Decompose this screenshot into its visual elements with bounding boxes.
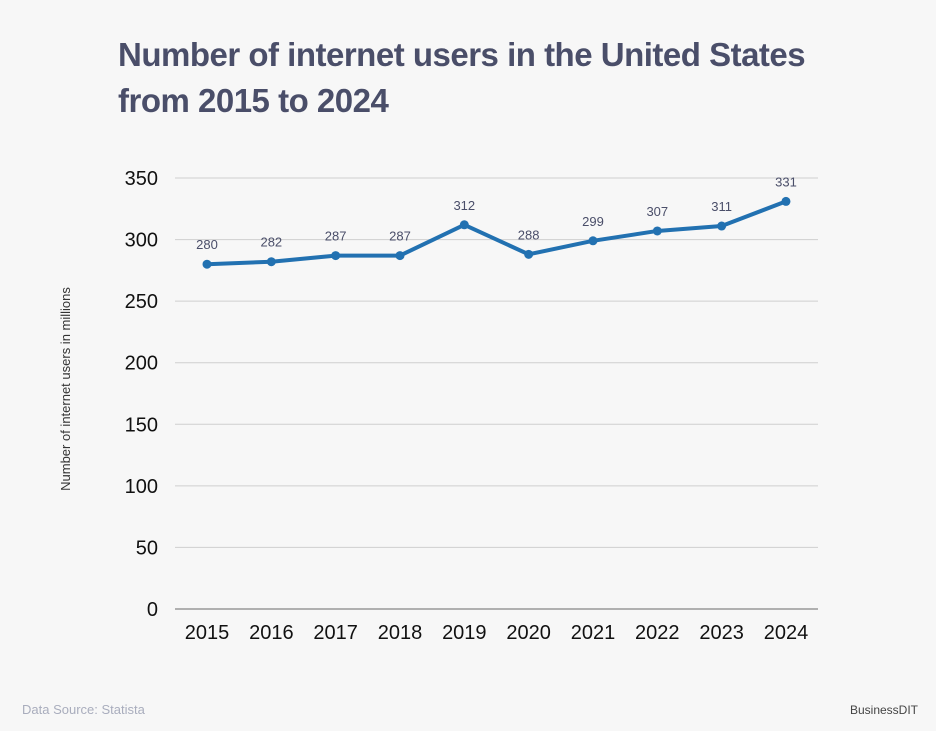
y-tick-label: 100 xyxy=(125,476,158,498)
data-point xyxy=(524,249,534,259)
data-point xyxy=(781,196,791,206)
y-tick-label: 300 xyxy=(125,230,158,252)
y-tick-label: 50 xyxy=(136,537,158,559)
data-label: 288 xyxy=(518,227,540,242)
x-tick-label: 2015 xyxy=(185,622,230,644)
data-label: 280 xyxy=(196,237,218,252)
data-point xyxy=(331,251,341,261)
brand-label: BusinessDIT xyxy=(849,703,918,717)
y-tick-label: 150 xyxy=(125,414,158,436)
data-label: 312 xyxy=(453,198,475,213)
data-label: 311 xyxy=(711,199,732,214)
data-label: 287 xyxy=(389,229,411,244)
y-axis-label: Number of internet users in millions xyxy=(58,287,73,491)
data-label: 331 xyxy=(775,174,797,189)
x-tick-label: 2021 xyxy=(571,622,616,644)
x-tick-label: 2017 xyxy=(313,622,358,644)
data-point xyxy=(202,259,212,269)
data-point xyxy=(652,226,662,236)
data-point xyxy=(717,221,727,231)
data-label: 282 xyxy=(260,235,282,250)
data-point xyxy=(459,220,469,230)
data-point xyxy=(266,257,276,267)
x-tick-label: 2018 xyxy=(378,622,423,644)
x-tick-label: 2024 xyxy=(764,622,809,644)
x-tick-label: 2016 xyxy=(249,622,294,644)
data-label: 287 xyxy=(325,229,347,244)
data-point xyxy=(588,236,598,246)
y-tick-label: 200 xyxy=(125,353,158,375)
data-label: 307 xyxy=(646,204,668,219)
chart-title: Number of internet users in the United S… xyxy=(118,36,806,119)
data-source: Data Source: Statista xyxy=(22,702,145,717)
data-point xyxy=(395,251,405,261)
x-tick-label: 2020 xyxy=(506,622,551,644)
x-tick-label: 2023 xyxy=(699,622,744,644)
y-tick-label: 0 xyxy=(147,599,158,621)
x-tick-label: 2019 xyxy=(442,622,487,644)
series-line xyxy=(206,199,787,267)
data-label: 299 xyxy=(582,214,604,229)
x-tick-label: 2022 xyxy=(635,622,680,644)
y-tick-label: 250 xyxy=(125,291,158,313)
y-tick-label: 350 xyxy=(125,168,158,190)
